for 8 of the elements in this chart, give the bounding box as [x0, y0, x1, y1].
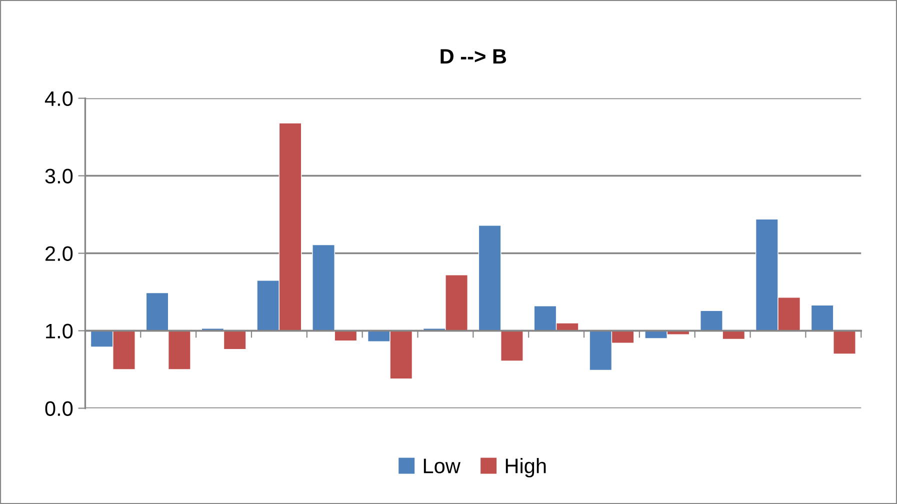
- chart-title: D --> B: [440, 49, 506, 64]
- y-tick-label: 2.0: [46, 246, 73, 262]
- y-tick-label: 4.0: [44, 91, 73, 106]
- y-tick-label: 1.0: [46, 324, 73, 339]
- legend-label: High: [506, 458, 546, 478]
- y-tick-label: 3.0: [45, 168, 73, 184]
- y-tick-label: 0.0: [45, 401, 73, 416]
- legend-label: Low: [424, 458, 460, 474]
